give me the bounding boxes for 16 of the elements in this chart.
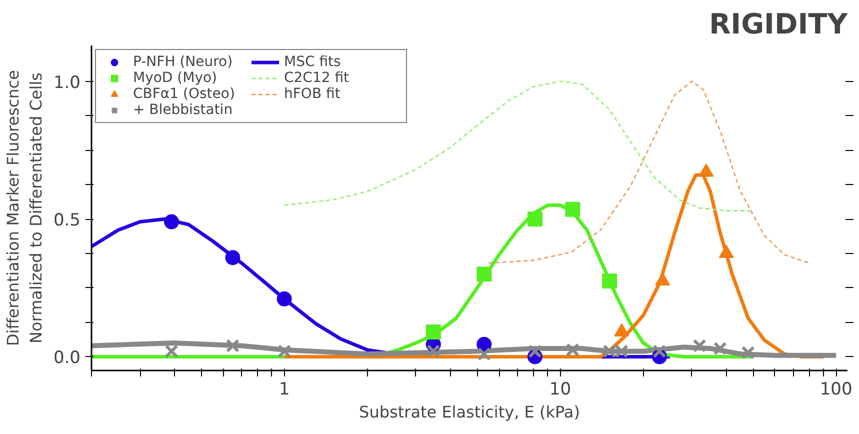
chart-title: RIGIDITY xyxy=(709,8,848,40)
y-axis-title: Differentiation Marker Fluorescnce Normalized to Differentiated Cells xyxy=(4,70,46,346)
x-tick-label: 10 xyxy=(549,380,572,400)
legend-label: MSC fits xyxy=(284,54,342,70)
x-axis-title: Substrate Elasticity, E (kPa) xyxy=(359,402,580,422)
x-tick-label: 100 xyxy=(820,380,852,400)
legend-label: C2C12 fit xyxy=(284,70,350,86)
legend-label: hFOB fit xyxy=(284,86,342,102)
y-tick-label: 0.0 xyxy=(53,348,81,368)
legend-label: MyoD (Myo) xyxy=(133,70,218,86)
legend-label: CBFα1 (Osteo) xyxy=(133,86,236,102)
x-tick-label: 1 xyxy=(278,380,290,400)
legend-label: + Blebbistatin xyxy=(133,102,234,118)
y-tick-label: 0.5 xyxy=(53,210,81,231)
legend-label: P-NFH (Neuro) xyxy=(133,54,234,70)
y-tick-label: 1.0 xyxy=(53,72,81,93)
